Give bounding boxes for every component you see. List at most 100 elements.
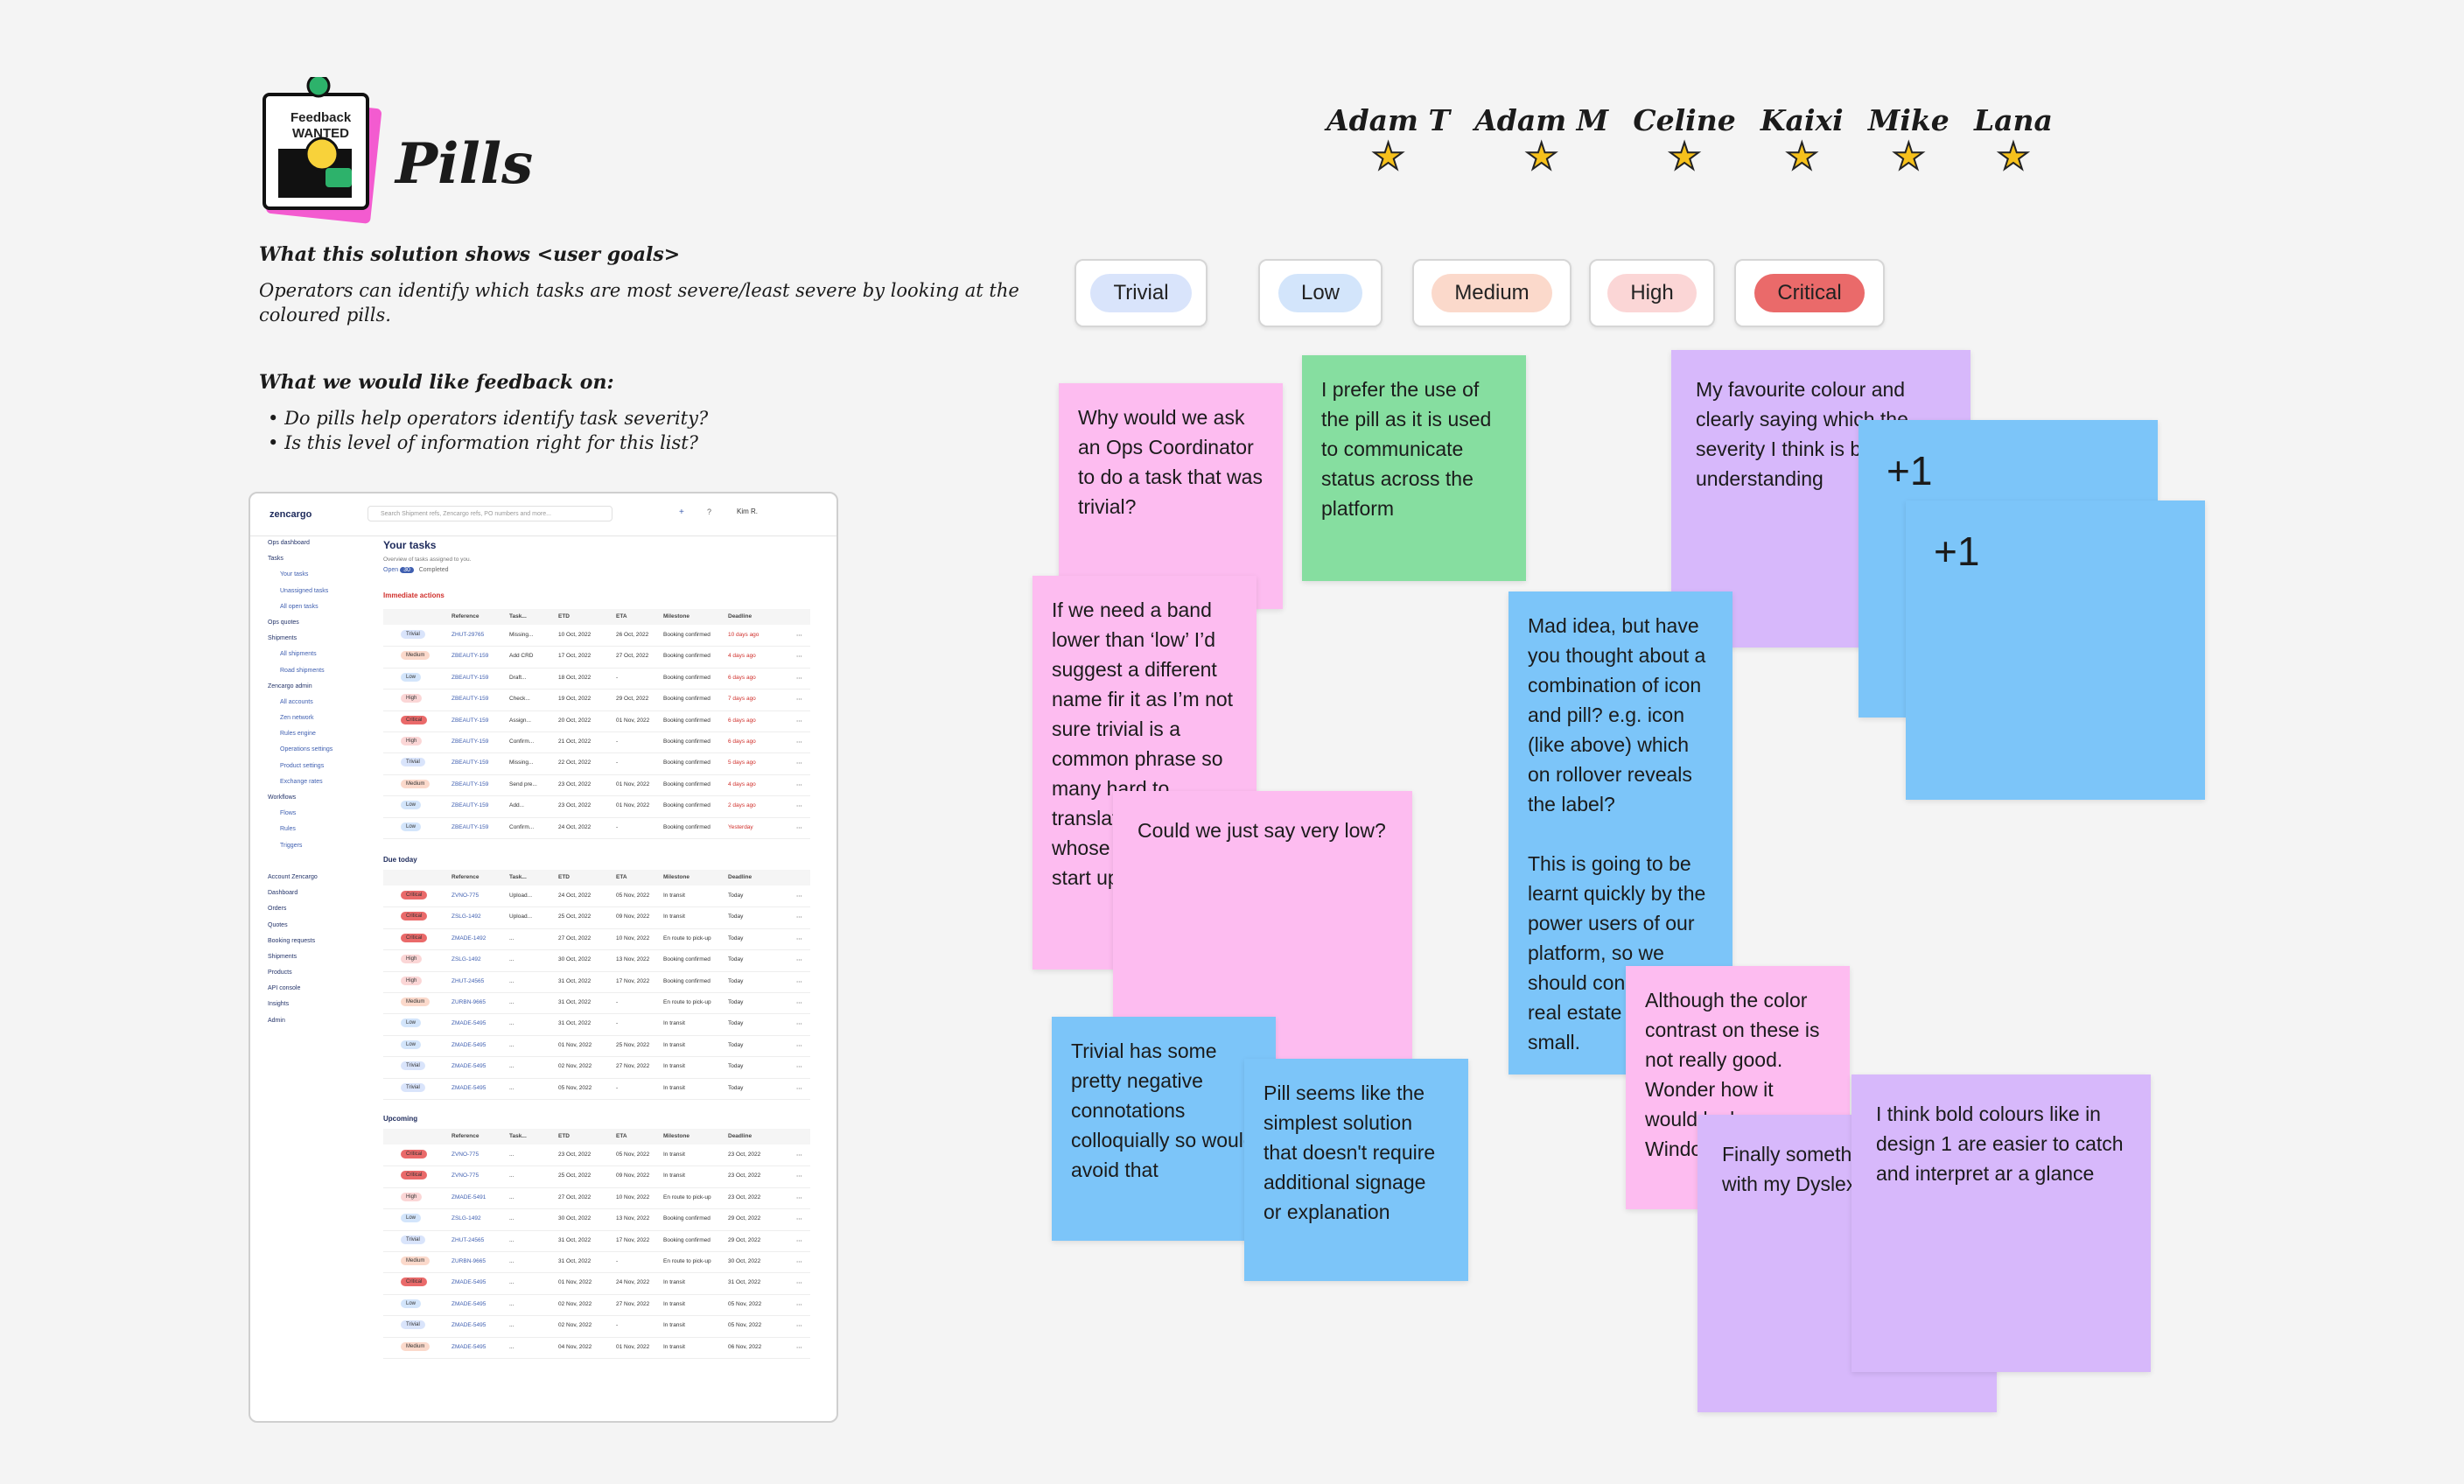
table-row[interactable]: Trivial ZHUT-24565... 31 Oct, 2022 17 Nov, … [383,1230,810,1252]
help-icon[interactable]: ? [707,508,712,516]
sidebar-item[interactable]: Zen network [280,715,314,722]
table-row[interactable]: High ZBEAUTY-159 Check... 19 Oct, 2022 29 Oc… [383,689,810,711]
table-row[interactable]: Medium ZURBN-9665... 31 Oct, 2022 - En route… [383,1251,810,1274]
sidebar-item[interactable]: Ops dashboard [268,540,310,546]
row-menu-icon[interactable]: ⋯ [796,803,802,810]
sticky-note[interactable]: Mad idea, but have you thought about a c… [1508,592,1732,1074]
row-menu-icon[interactable]: ⋯ [796,1085,802,1092]
table-row[interactable]: Critical ZBEAUTY-159 Assign... 20 Oct, 2022… [383,710,810,732]
sidebar-item[interactable]: Tasks [268,556,284,563]
row-menu-icon[interactable]: ⋯ [796,935,802,942]
sidebar-item[interactable]: All open tasks [280,603,318,610]
sidebar-item[interactable]: Shipments [268,953,298,960]
sidebar-item[interactable]: Admin [268,1017,285,1024]
row-menu-icon[interactable]: ⋯ [796,978,802,985]
table-row[interactable]: High ZBEAUTY-159 Confirm... 21 Oct, 2022 - Bo… [383,732,810,754]
sticky-note[interactable]: I prefer the use of the pill as it is us… [1302,355,1526,581]
table-row[interactable]: Low ZSLG-1492... 30 Oct, 2022 13 Nov, 2022 B… [383,1208,810,1231]
table-row[interactable]: Low ZBEAUTY-159 Draft... 18 Oct, 2022 - Booki… [383,668,810,690]
table-row[interactable]: Low ZBEAUTY-159 Add... 23 Oct, 2022 01 Nov, … [383,795,810,818]
sidebar-item[interactable]: Unassigned tasks [280,587,329,594]
section-upcoming[interactable]: Upcoming [383,1115,418,1123]
table-row[interactable]: Medium ZURBN-9665... 31 Oct, 2022 - En route… [383,992,810,1015]
sidebar-item[interactable]: Quotes [268,921,288,928]
sticky-note[interactable]: Trivial has some pretty negative connota… [1052,1017,1276,1241]
sidebar-item[interactable]: Product settings [280,762,325,769]
table-row[interactable]: High ZHUT-24565... 31 Oct, 2022 17 Nov, 202… [383,971,810,993]
sticky-note[interactable]: +1 [1906,500,2205,800]
row-menu-icon[interactable]: ⋯ [796,1152,802,1158]
table-row[interactable]: Trivial ZMADE-5495... 05 Nov, 2022 - In tran… [383,1078,810,1100]
sidebar-item[interactable]: Rules [280,826,296,833]
row-menu-icon[interactable]: ⋯ [796,1000,802,1006]
sidebar-item[interactable]: Zencargo admin [268,682,312,690]
table-row[interactable]: Low ZMADE-5495... 02 Nov, 2022 27 Nov, 2022… [383,1294,810,1317]
table-row[interactable]: Low ZMADE-5495... 01 Nov, 2022 25 Nov, 2022… [383,1035,810,1058]
sidebar-item[interactable]: Rules engine [280,731,316,738]
row-menu-icon[interactable]: ⋯ [796,824,802,831]
tab-completed[interactable]: Completed [418,567,449,573]
row-menu-icon[interactable]: ⋯ [796,760,802,767]
sidebar-item[interactable]: All accounts [280,698,313,705]
sidebar-item[interactable]: Ops quotes [268,619,299,626]
table-row[interactable]: Critical ZSLG-1492 Upload... 25 Oct, 2022 09… [383,906,810,929]
table-row[interactable]: Low ZMADE-5495... 31 Oct, 2022 - In transit T… [383,1013,810,1036]
sidebar-item[interactable]: Workflows [268,794,297,801]
row-menu-icon[interactable]: ⋯ [796,914,802,921]
tab-open[interactable]: Open [383,567,399,573]
row-menu-icon[interactable]: ⋯ [796,1323,802,1330]
row-menu-icon[interactable]: ⋯ [796,1237,802,1244]
row-menu-icon[interactable]: ⋯ [796,654,802,661]
table-row[interactable]: Critical ZMADE-1492... 27 Oct, 2022 10 Nov,… [383,928,810,951]
row-menu-icon[interactable]: ⋯ [796,633,802,639]
row-menu-icon[interactable]: ⋯ [796,781,802,788]
table-row[interactable]: High ZSLG-1492... 30 Oct, 2022 13 Nov, 2022… [383,949,810,972]
table-row[interactable]: High ZMADE-5491... 27 Oct, 2022 10 Nov, 202… [383,1187,810,1210]
table-row[interactable]: Trivial ZMADE-5495... 02 Nov, 2022 - In tran… [383,1315,810,1338]
sidebar-item[interactable]: Flows [280,810,297,817]
table-row[interactable]: Critical ZVNO-775... 23 Oct, 2022 05 Nov, 2… [383,1144,810,1167]
row-menu-icon[interactable]: ⋯ [796,739,802,746]
sidebar-item[interactable]: Your tasks [280,571,309,578]
row-menu-icon[interactable]: ⋯ [796,957,802,964]
sidebar-item[interactable]: Operations settings [280,746,333,753]
table-row[interactable]: Critical ZVNO-775... 25 Oct, 2022 09 Nov, 2… [383,1166,810,1188]
table-row[interactable]: Medium ZMADE-5495... 04 Nov, 2022 01 Nov, 2… [383,1337,810,1359]
sidebar-item[interactable]: Products [268,970,292,976]
row-menu-icon[interactable]: ⋯ [796,1064,802,1071]
sidebar-item[interactable]: Orders [268,906,287,913]
row-menu-icon[interactable]: ⋯ [796,893,802,900]
sidebar-item[interactable] [250,854,364,870]
sticky-note[interactable]: I think bold colours like in design 1 ar… [1852,1074,2151,1372]
sticky-note[interactable]: Why would we ask an Ops Coordinator to d… [1059,383,1283,609]
row-menu-icon[interactable]: ⋯ [796,1301,802,1308]
row-menu-icon[interactable]: ⋯ [796,696,802,704]
row-menu-icon[interactable]: ⋯ [796,1280,802,1287]
sidebar-item[interactable]: Insights [268,1001,290,1008]
sidebar-item[interactable]: API console [268,985,301,992]
row-menu-icon[interactable]: ⋯ [796,1216,802,1223]
table-row[interactable]: Trivial ZBEAUTY-159 Missing... 22 Oct, 2022… [383,752,810,775]
table-row[interactable]: Critical ZMADE-5495... 01 Nov, 2022 24 Nov,… [383,1272,810,1295]
section-due-today[interactable]: Due today [383,856,417,864]
user-menu[interactable]: Kim R. [737,508,758,515]
sidebar-item[interactable]: Dashboard [268,890,298,897]
row-menu-icon[interactable]: ⋯ [796,1194,802,1201]
sidebar-item[interactable]: Booking requests [268,937,316,944]
sidebar-item[interactable]: All shipments [280,651,317,658]
table-row[interactable]: Medium ZBEAUTY-159 Add CRD 17 Oct, 2022 27 O… [383,646,810,668]
sidebar-item[interactable]: Triggers [280,842,303,849]
row-menu-icon[interactable]: ⋯ [796,1173,802,1180]
sidebar-item[interactable]: Exchange rates [280,778,323,785]
table-row[interactable]: Critical ZVNO-775 Upload... 24 Oct, 2022 05 … [383,886,810,908]
table-row[interactable]: Trivial ZMADE-5495... 02 Nov, 2022 27 Nov, … [383,1056,810,1079]
row-menu-icon[interactable]: ⋯ [796,1259,802,1265]
plus-icon[interactable]: + [679,508,684,517]
sticky-note[interactable]: Pill seems like the simplest solution th… [1244,1059,1468,1281]
row-menu-icon[interactable]: ⋯ [796,1021,802,1028]
sidebar-item[interactable]: Shipments [268,635,298,642]
search-input[interactable]: Search Shipment refs, Zencargo refs, PO … [368,506,612,522]
row-menu-icon[interactable]: ⋯ [796,718,802,724]
row-menu-icon[interactable]: ⋯ [796,1344,802,1351]
table-row[interactable]: Medium ZBEAUTY-159 Send pre... 23 Oct, 2022… [383,774,810,797]
